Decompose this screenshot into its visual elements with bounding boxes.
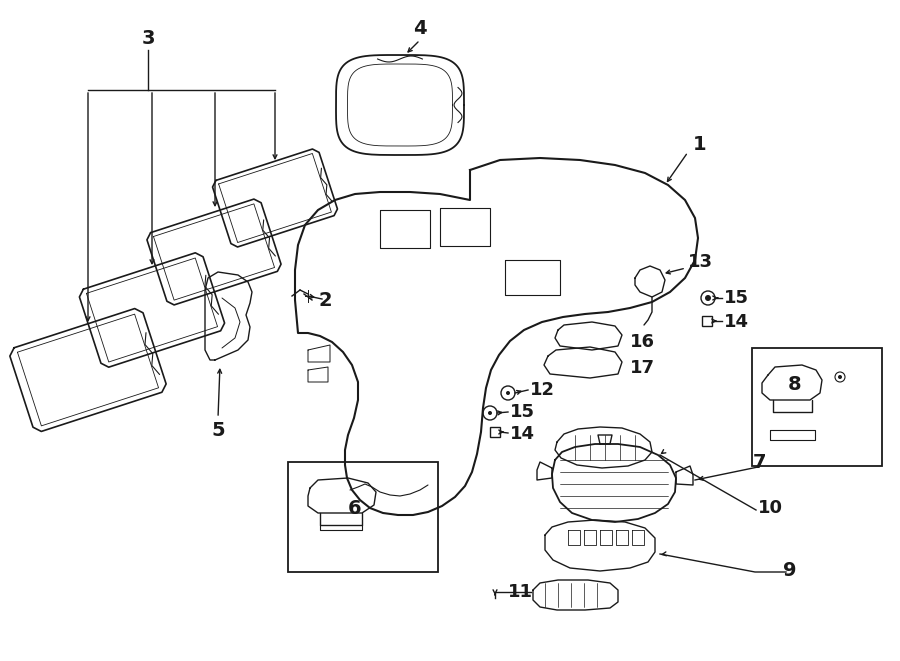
Text: 1: 1 [693, 136, 706, 155]
Text: 16: 16 [630, 333, 655, 351]
Bar [490, 427, 500, 437]
Circle shape [838, 375, 842, 379]
Text: 7: 7 [753, 453, 767, 471]
Text: 4: 4 [413, 19, 427, 38]
Circle shape [705, 295, 711, 301]
Circle shape [488, 411, 492, 415]
Bar [702, 316, 712, 326]
Text: 13: 13 [688, 253, 713, 271]
Text: 15: 15 [510, 403, 535, 421]
Bar [752, 348, 882, 466]
Text: 14: 14 [724, 313, 749, 331]
Text: 12: 12 [530, 381, 555, 399]
Circle shape [506, 391, 510, 395]
Text: 11: 11 [508, 583, 533, 601]
Text: 6: 6 [348, 498, 362, 518]
Text: 15: 15 [724, 289, 749, 307]
Text: 2: 2 [319, 290, 332, 309]
Text: 17: 17 [630, 359, 655, 377]
Text: 9: 9 [783, 561, 796, 580]
Text: 3: 3 [141, 28, 155, 48]
Text: 10: 10 [758, 499, 783, 517]
Text: 8: 8 [788, 375, 802, 395]
Bar [288, 462, 438, 572]
Text: 5: 5 [212, 420, 225, 440]
Text: 14: 14 [510, 425, 535, 443]
